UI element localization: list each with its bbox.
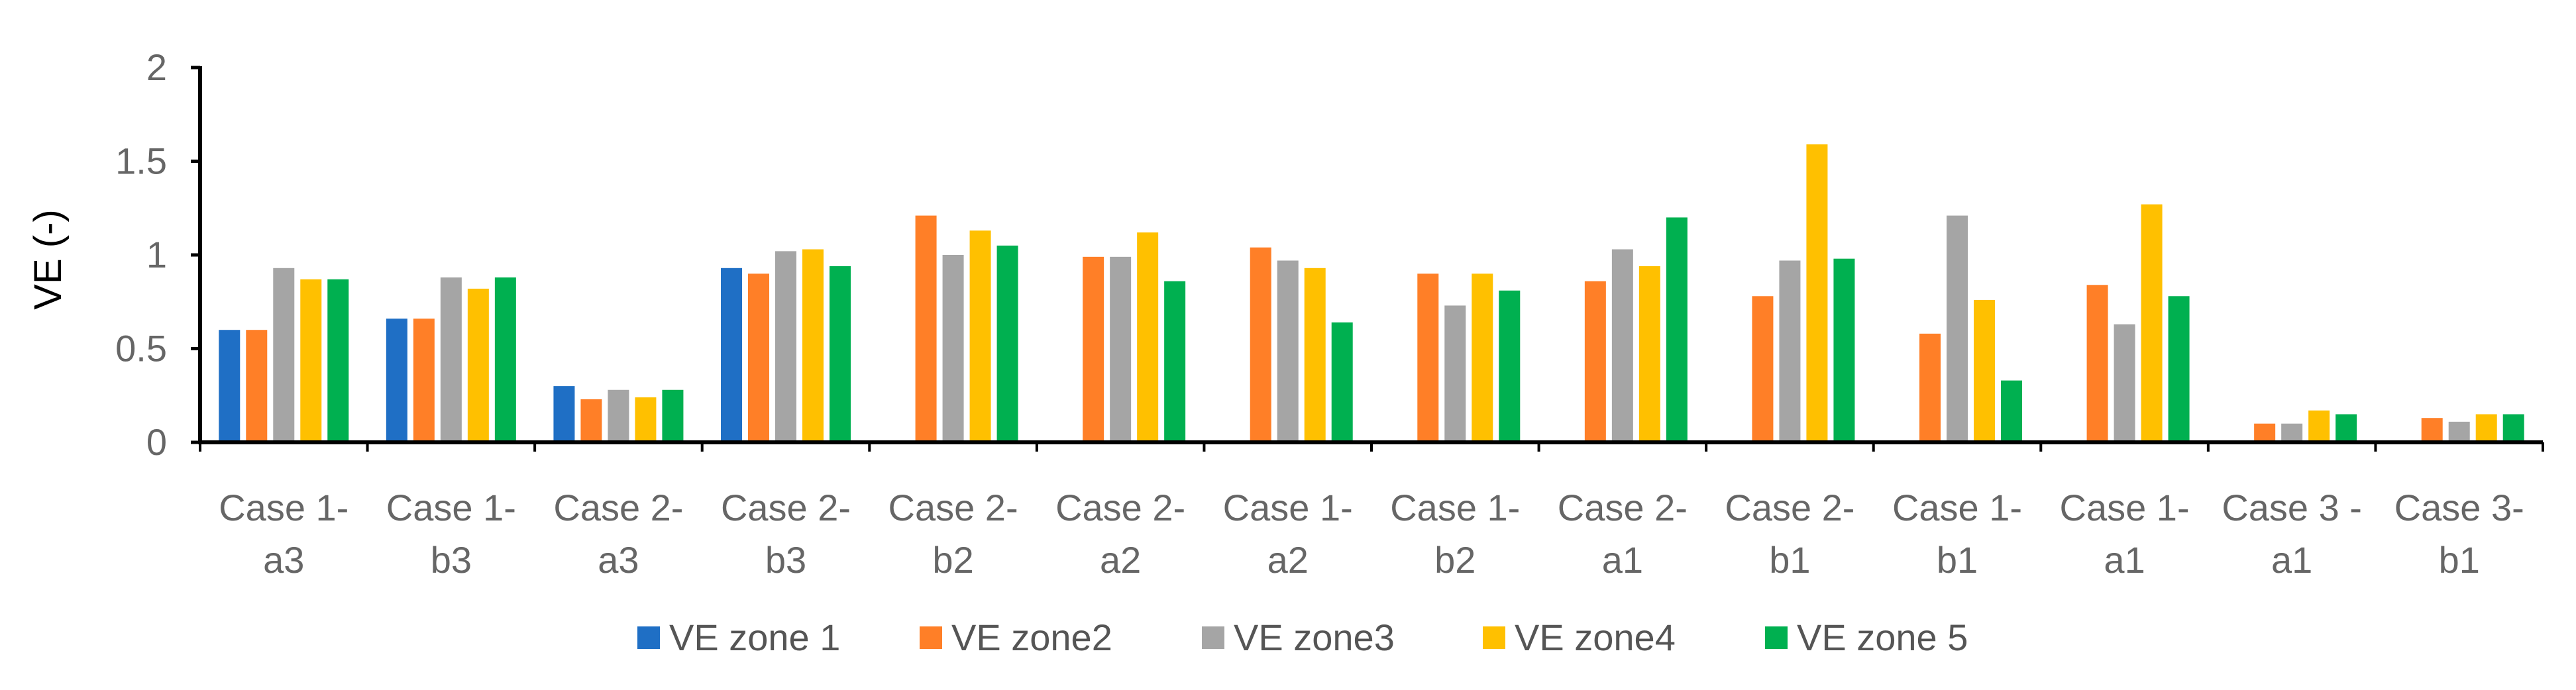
bar xyxy=(1304,268,1326,442)
bar xyxy=(2254,423,2276,442)
bar xyxy=(219,330,241,442)
bar xyxy=(830,266,851,442)
bar xyxy=(1806,144,1828,442)
x-tick-label: Case 2-a1 xyxy=(1558,487,1688,581)
bar xyxy=(1752,296,1774,442)
legend-swatch xyxy=(1483,626,1505,649)
axes: 0 0.5 1 1.5 2 xyxy=(115,46,2544,463)
bar xyxy=(1417,273,1439,442)
y-axis-title: VE (-) xyxy=(27,209,70,309)
bar xyxy=(608,389,629,442)
x-tick-label: Case 2-b2 xyxy=(888,487,1018,581)
bar xyxy=(1137,232,1159,442)
bar xyxy=(2001,380,2022,442)
x-tick-label: Case 1-b1 xyxy=(1892,487,2022,581)
bar xyxy=(2448,421,2470,442)
bar xyxy=(2308,410,2330,442)
x-tick-label: Case 2-b3 xyxy=(721,487,851,581)
bar xyxy=(1250,247,1271,442)
bar xyxy=(1638,266,1660,442)
bar xyxy=(635,397,657,442)
bar xyxy=(246,330,268,442)
bar xyxy=(580,399,602,442)
bar xyxy=(2168,296,2190,442)
bar xyxy=(467,288,489,442)
bar xyxy=(1499,290,1521,442)
bar xyxy=(662,389,684,442)
bar xyxy=(1919,333,1941,442)
x-tick-label: Case 1-b2 xyxy=(1390,487,1520,581)
bar xyxy=(2281,423,2303,442)
bars xyxy=(219,144,2524,442)
x-tick-label: Case 1-a1 xyxy=(2060,487,2190,581)
bar xyxy=(386,319,407,442)
legend-label: VE zone 5 xyxy=(1797,616,1968,658)
bar xyxy=(2502,414,2524,442)
legend-swatch xyxy=(920,626,942,649)
legend-swatch xyxy=(637,626,660,649)
bar xyxy=(775,251,796,442)
bar xyxy=(300,279,322,442)
legend-swatch xyxy=(1202,626,1224,649)
bar xyxy=(1444,305,1466,442)
x-tick-label: Case 2-a3 xyxy=(553,487,683,581)
bar xyxy=(1083,256,1104,442)
legend: VE zone 1 VE zone2 VE zone3 VE zone4 VE zone… xyxy=(637,616,1968,658)
x-tick-label: Case 1-b3 xyxy=(386,487,516,581)
bar xyxy=(1164,281,1186,442)
bar xyxy=(494,277,516,442)
bar xyxy=(942,255,964,442)
bar xyxy=(273,268,295,442)
bar xyxy=(553,386,575,442)
x-tick-label: Case 3-b1 xyxy=(2394,487,2524,581)
legend-swatch xyxy=(1765,626,1788,649)
legend-label: VE zone 1 xyxy=(669,616,840,658)
x-tick-label: Case 2-b1 xyxy=(1725,487,1854,581)
bar xyxy=(2475,414,2497,442)
bar xyxy=(1584,281,1606,442)
bar xyxy=(1277,260,1299,442)
bar xyxy=(2141,204,2163,442)
bar xyxy=(440,277,462,442)
bar xyxy=(413,319,435,442)
y-tick-label: 0 xyxy=(146,421,167,463)
x-tick-label: Case 3 -a1 xyxy=(2222,487,2362,581)
bar xyxy=(996,245,1018,442)
bar xyxy=(1611,249,1633,442)
x-tick-label: Case 1-a2 xyxy=(1223,487,1353,581)
legend-label: VE zone4 xyxy=(1515,616,1676,658)
x-tick-label: Case 1-a3 xyxy=(219,487,349,581)
bar xyxy=(915,215,937,442)
legend-label: VE zone3 xyxy=(1234,616,1395,658)
y-tick-label: 0.5 xyxy=(115,328,167,370)
bar xyxy=(2421,418,2443,442)
category-labels: Case 1-a3 Case 1-b3 Case 2-a3 Case 2-b3 Case… xyxy=(219,487,2524,581)
y-tick-label: 1.5 xyxy=(115,140,167,182)
bar xyxy=(2335,414,2357,442)
bar xyxy=(2086,285,2108,442)
bar xyxy=(1779,260,1801,442)
bar xyxy=(748,273,769,442)
y-tick-label: 1 xyxy=(146,234,167,275)
bar xyxy=(1947,215,1968,442)
y-tick-label: 2 xyxy=(146,46,167,88)
x-tick-label: Case 2-a2 xyxy=(1055,487,1185,581)
bar xyxy=(1110,256,1132,442)
bar xyxy=(327,279,349,442)
bar xyxy=(1472,273,1493,442)
bar xyxy=(802,249,824,442)
bar xyxy=(2114,324,2135,442)
bar xyxy=(1666,217,1688,442)
bar xyxy=(721,268,742,442)
legend-label: VE zone2 xyxy=(951,616,1112,658)
bar xyxy=(1331,322,1353,442)
bar xyxy=(1974,299,1995,442)
bar xyxy=(969,230,991,442)
bar xyxy=(1833,258,1855,442)
